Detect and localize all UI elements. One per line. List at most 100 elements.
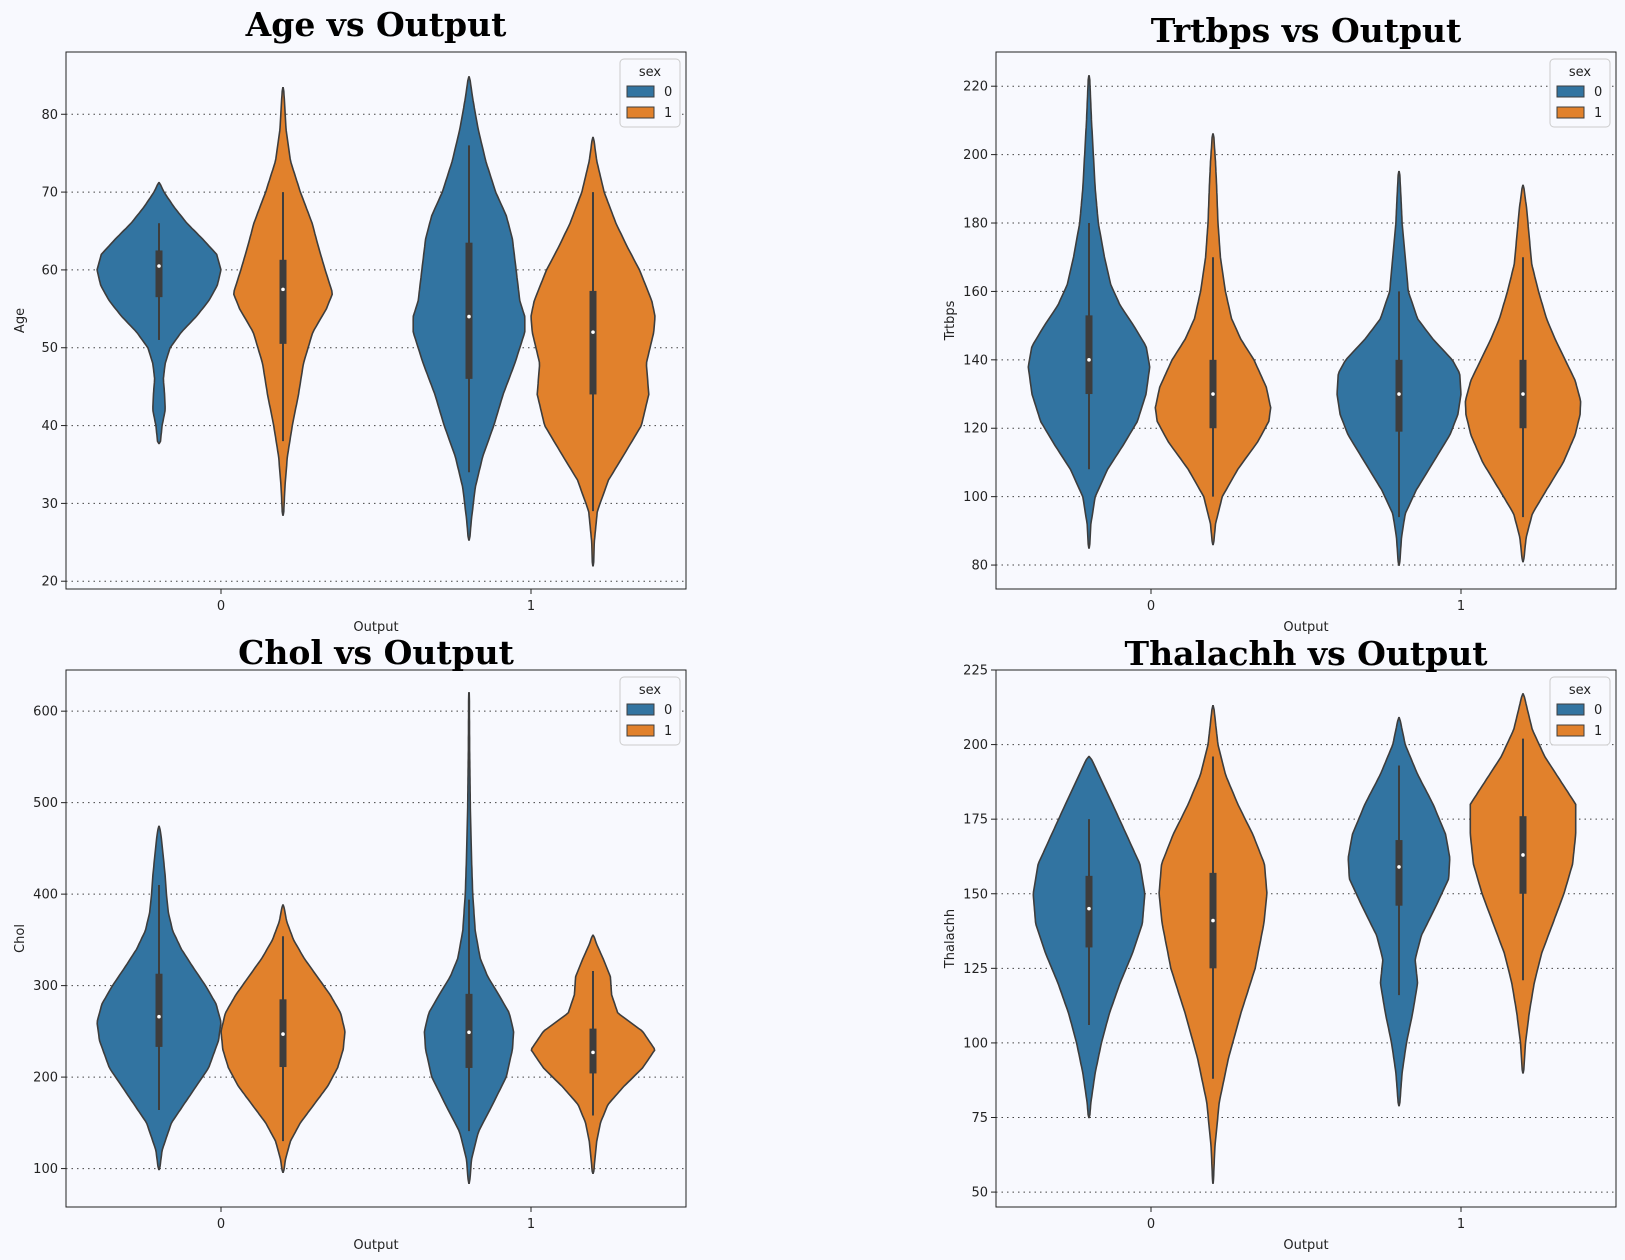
violin-median [1211, 392, 1215, 396]
legend-title: sex [1569, 65, 1592, 80]
y-tick-label: 600 [33, 705, 58, 720]
legend-entry-label: 1 [664, 106, 672, 121]
y-tick-label: 500 [33, 796, 58, 811]
violin-median [467, 1030, 471, 1035]
y-tick-label: 75 [971, 1111, 988, 1126]
x-tick-label: 1 [1457, 1217, 1465, 1232]
y-tick-label: 120 [963, 422, 988, 437]
x-tick-label: 0 [217, 1217, 225, 1232]
x-tick-label: 1 [1457, 599, 1465, 614]
chart-panel-2: 80 100 120 140 160 180 200 220 0 1 Output Trtbps Trt… [943, 11, 1617, 635]
violin-iqr-box [279, 259, 287, 344]
violin-median [281, 1032, 285, 1036]
legend-swatch [626, 724, 655, 737]
y-axis-label: Age [13, 308, 28, 333]
violin-iqr-box [589, 290, 597, 395]
violin-iqr-box [465, 242, 473, 379]
y-tick-label: 80 [41, 108, 58, 123]
x-axis-label: Output [353, 620, 398, 635]
violin-iqr-box [155, 973, 163, 1047]
x-axis-label: Output [353, 1238, 398, 1253]
legend-entry-label: 0 [664, 85, 672, 100]
chart-title: Thalachh vs Output [1125, 634, 1489, 673]
y-tick-label: 220 [963, 80, 988, 95]
chart-title: Chol vs Output [238, 633, 515, 672]
violin-median [281, 287, 285, 292]
y-tick-label: 180 [963, 217, 988, 232]
legend-swatch [626, 106, 655, 119]
y-tick-label: 60 [41, 263, 58, 278]
legend-swatch [1556, 703, 1585, 716]
legend-title: sex [639, 65, 662, 80]
x-tick-label: 0 [1147, 599, 1155, 614]
legend-entry-label: 1 [1594, 724, 1602, 739]
x-axis-label: Output [1283, 1238, 1328, 1253]
legend-swatch [626, 85, 655, 98]
violin-median [1087, 358, 1091, 362]
y-axis-label: Thalachh [943, 909, 958, 969]
y-tick-label: 20 [41, 575, 58, 590]
violin-iqr-box [1085, 875, 1093, 948]
plot-frame [65, 669, 687, 1208]
violin-iqr-box [1395, 840, 1403, 906]
y-tick-label: 50 [41, 341, 58, 356]
violin-median [1397, 392, 1401, 396]
y-tick-label: 175 [963, 813, 988, 828]
legend-entry-label: 1 [664, 724, 672, 739]
plot-frame [995, 669, 1617, 1208]
chart-title: Trtbps vs Output [1151, 11, 1462, 50]
legend-swatch [1556, 724, 1585, 737]
y-tick-label: 100 [963, 1036, 988, 1051]
y-tick-label: 400 [33, 888, 58, 903]
legend-entry-label: 0 [1594, 85, 1602, 100]
y-axis-label: Chol [13, 924, 28, 953]
chart-panel-1: 20 30 40 50 60 70 80 0 1 Output Age Age vs Output se… [13, 5, 687, 635]
y-tick-label: 50 [971, 1186, 988, 1201]
y-tick-label: 150 [963, 887, 988, 902]
y-tick-label: 160 [963, 285, 988, 300]
y-tick-label: 200 [33, 1071, 58, 1086]
y-tick-label: 300 [33, 979, 58, 994]
violin-iqr-box [1085, 315, 1093, 395]
y-tick-label: 200 [963, 738, 988, 753]
legend-entry-label: 0 [1594, 703, 1602, 718]
violin-median [1211, 918, 1215, 923]
violin-median [157, 264, 161, 268]
x-tick-label: 0 [217, 599, 225, 614]
violin-median [1397, 865, 1401, 869]
y-tick-label: 40 [41, 419, 58, 434]
legend-title: sex [639, 683, 662, 698]
plot-frame [995, 51, 1617, 590]
legend-swatch [1556, 106, 1585, 119]
y-tick-label: 70 [41, 186, 58, 201]
y-tick-label: 200 [963, 148, 988, 163]
y-tick-label: 140 [963, 353, 988, 368]
legend-swatch [1556, 85, 1585, 98]
violin-median [1521, 853, 1525, 857]
y-tick-label: 100 [963, 490, 988, 505]
y-tick-label: 100 [33, 1162, 58, 1177]
violin-median [591, 1050, 595, 1055]
x-tick-label: 0 [1147, 1217, 1155, 1232]
x-tick-label: 1 [527, 599, 535, 614]
violin-median [1087, 906, 1091, 911]
y-tick-label: 30 [41, 497, 58, 512]
y-tick-label: 225 [963, 664, 988, 679]
x-axis-label: Output [1283, 620, 1328, 635]
violin-iqr-box [155, 250, 163, 298]
y-tick-label: 80 [971, 559, 988, 574]
violin-median [467, 314, 471, 319]
violin-median [157, 1014, 161, 1019]
legend-entry-label: 0 [664, 703, 672, 718]
chart-panel-3: 100 200 300 400 500 600 0 1 Output Chol Chol vs Ou… [13, 633, 687, 1253]
x-tick-label: 1 [527, 1217, 535, 1232]
legend-title: sex [1569, 683, 1592, 698]
legend-swatch [626, 703, 655, 716]
legend-entry-label: 1 [1594, 106, 1602, 121]
y-axis-label: Trtbps [943, 300, 958, 341]
violin-median [591, 330, 595, 334]
